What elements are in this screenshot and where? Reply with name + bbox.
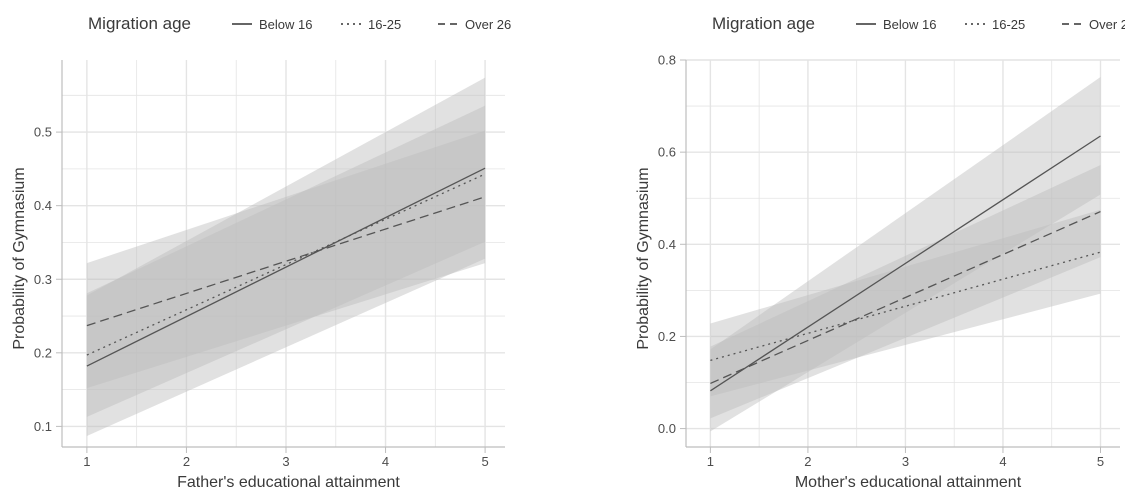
legend-label: 16-25 <box>992 17 1025 32</box>
y-tick-label: 0.4 <box>658 237 676 252</box>
x-tick-label: 2 <box>183 454 190 469</box>
series-line-below-16 <box>710 135 1101 392</box>
y-tick-label: 0.2 <box>658 329 676 344</box>
x-tick-label: 5 <box>481 454 488 469</box>
x-tick-label: 1 <box>707 454 714 469</box>
legend-label: Below 16 <box>883 17 936 32</box>
y-tick-label: 0.2 <box>34 345 52 360</box>
series-line-16-25 <box>86 173 486 356</box>
y-tick-label: 0.3 <box>34 272 52 287</box>
legend-label: Over 26 <box>1089 17 1125 32</box>
legend-title: Migration age <box>712 14 815 33</box>
legend-label: 16-25 <box>368 17 401 32</box>
confidence-band-over-26 <box>710 165 1101 419</box>
chart-panel-mother: 1 2 3 4 5 0.0 0.2 0.4 0.6 0.8 Mother's educational… <box>635 14 1125 491</box>
x-axis-title: Mother's educational attainment <box>795 474 1022 491</box>
x-tick-label: 1 <box>83 454 90 469</box>
x-axis-title: Father's educational attainment <box>177 474 400 491</box>
y-tick-label: 0.5 <box>34 125 52 140</box>
x-tick-label: 4 <box>999 454 1006 469</box>
legend-label: Below 16 <box>259 17 312 32</box>
confidence-band-below-16 <box>710 77 1101 432</box>
legend-title: Migration age <box>88 14 191 33</box>
legend: Migration age Below 16 16-25 Over 26 <box>88 14 511 33</box>
series-line-over-26 <box>710 210 1101 385</box>
y-tick-label: 0.6 <box>658 145 676 160</box>
y-tick-label: 0.8 <box>658 53 676 68</box>
x-tick-label: 2 <box>804 454 811 469</box>
confidence-band-below-16 <box>86 77 486 436</box>
series-line-below-16 <box>86 167 486 367</box>
y-tick-label: 0.0 <box>658 421 676 436</box>
chart-panel-father: 1 2 3 4 5 0.1 0.2 0.3 0.4 0.5 Father's educational… <box>11 14 511 491</box>
y-tick-label: 0.1 <box>34 419 52 434</box>
x-tick-label: 3 <box>282 454 289 469</box>
y-axis-title: Probability of Gymnasium <box>11 167 28 349</box>
series-line-16-25 <box>710 251 1101 362</box>
confidence-band-16-25 <box>710 209 1101 397</box>
confidence-band-over-26 <box>86 130 486 389</box>
x-tick-label: 4 <box>382 454 389 469</box>
x-tick-label: 5 <box>1097 454 1104 469</box>
y-tick-label: 0.4 <box>34 198 52 213</box>
legend-label: Over 26 <box>465 17 511 32</box>
y-axis-title: Probability of Gymnasium <box>635 167 652 349</box>
x-tick-label: 3 <box>902 454 909 469</box>
confidence-band-16-25 <box>86 105 486 417</box>
legend: Migration age Below 16 16-25 Over 26 <box>712 14 1125 33</box>
